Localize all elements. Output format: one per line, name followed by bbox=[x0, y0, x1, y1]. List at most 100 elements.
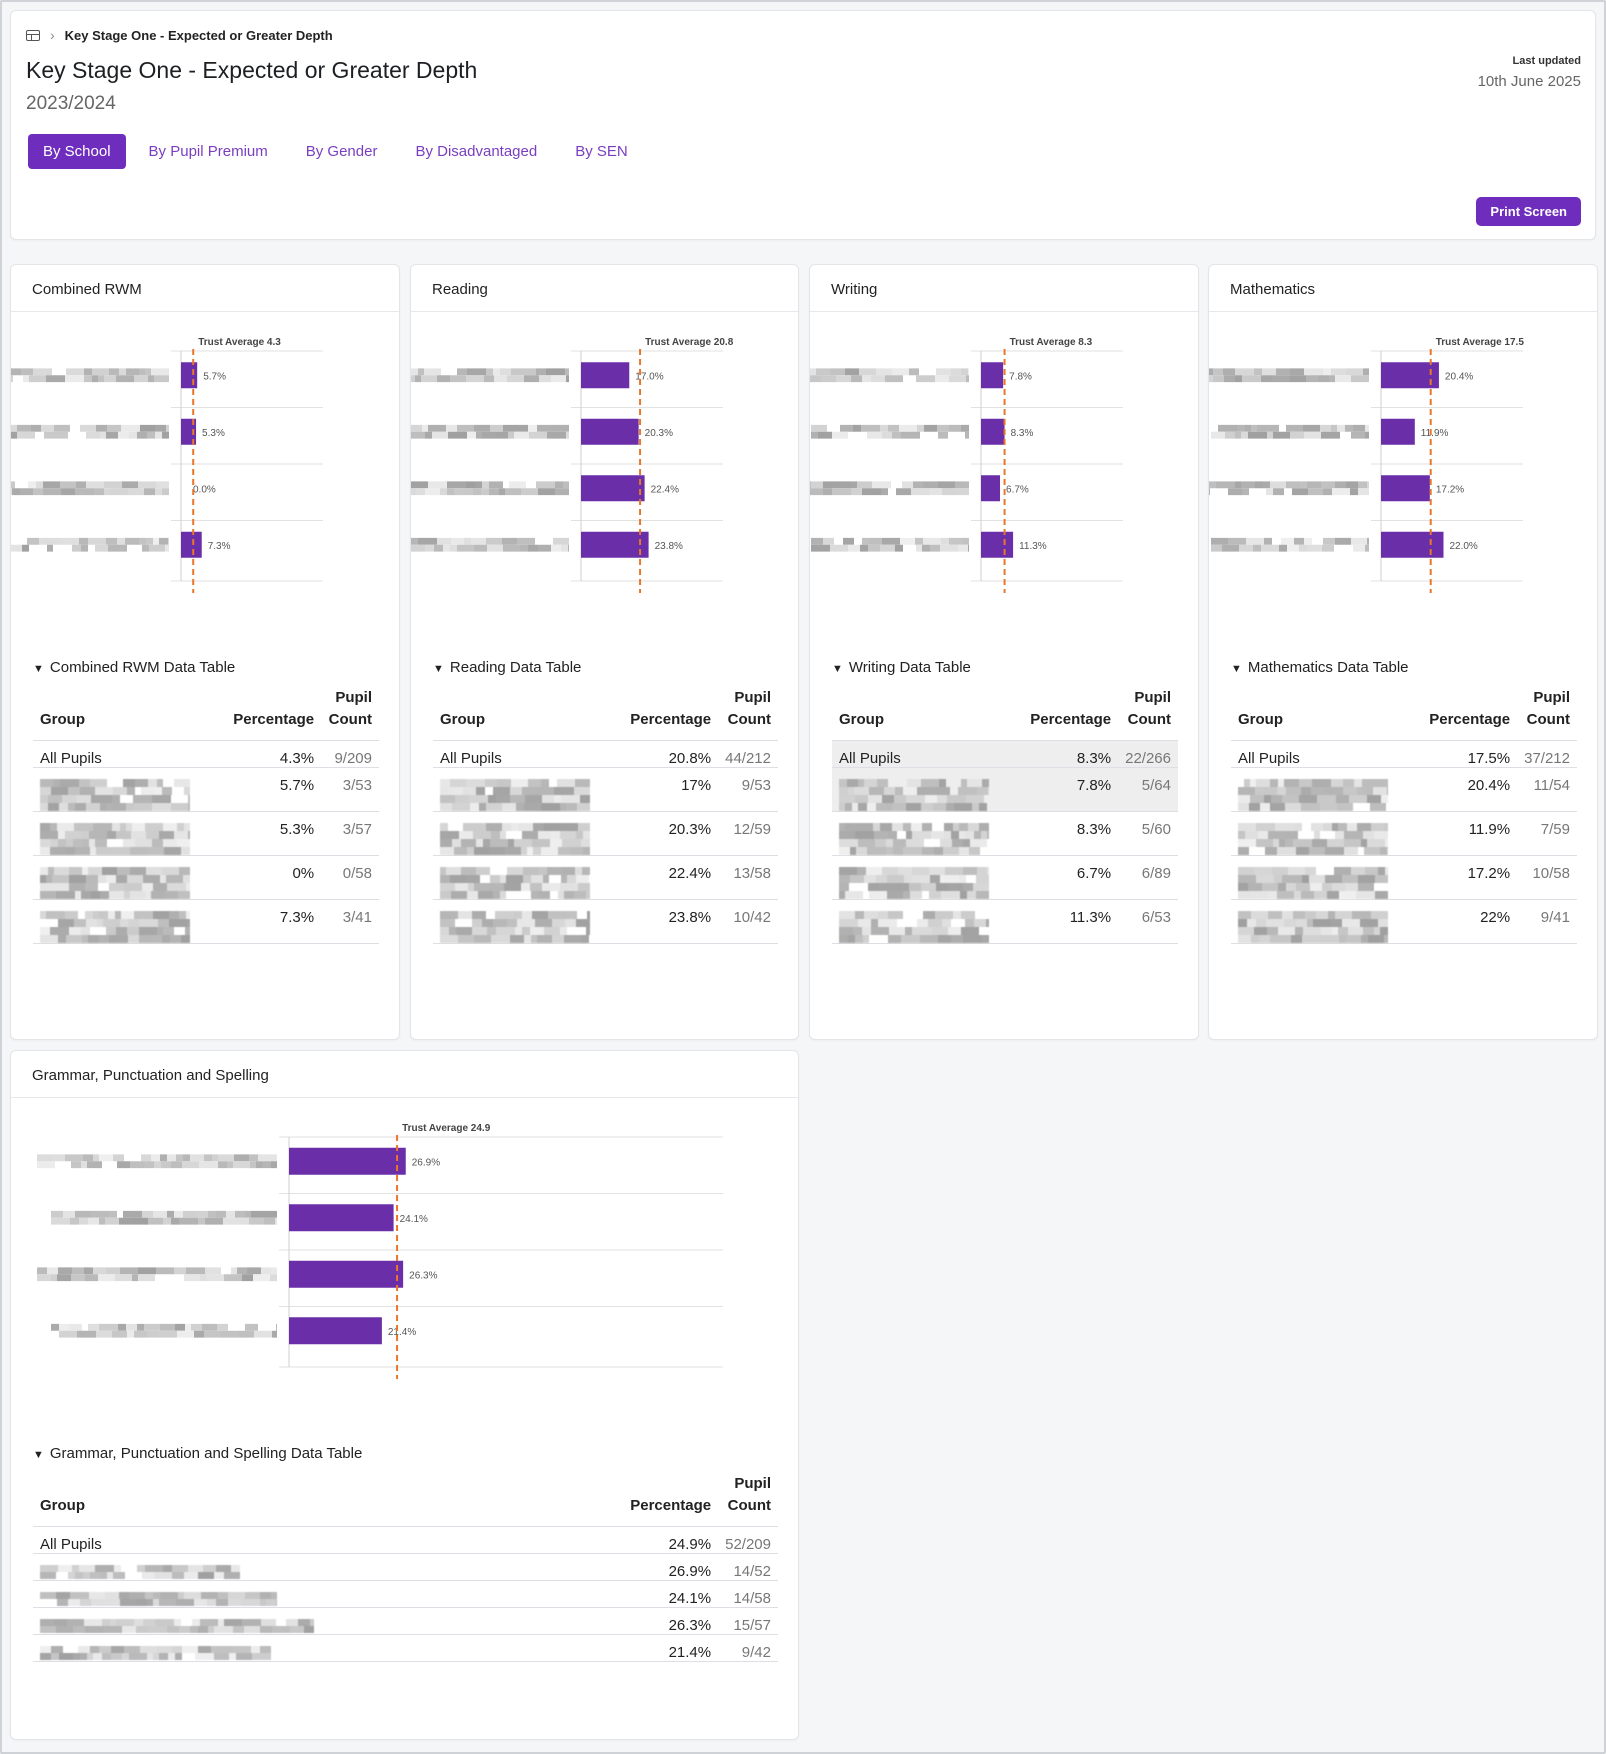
category-label-redacted bbox=[810, 481, 969, 496]
col-header-percentage: Percentage bbox=[623, 687, 719, 741]
data-table-toggle[interactable]: ▼ Mathematics Data Table bbox=[1231, 659, 1409, 676]
bar[interactable] bbox=[981, 531, 1014, 558]
col-header-group: Group bbox=[433, 687, 624, 741]
tab-by-gender[interactable]: By Gender bbox=[305, 143, 378, 160]
caret-down-icon: ▼ bbox=[832, 663, 843, 675]
table-row[interactable]: 11.9% 7/59 bbox=[1231, 811, 1577, 856]
table-row[interactable]: All Pupils 24.9% 52/209 bbox=[33, 1526, 778, 1554]
bar[interactable] bbox=[1381, 362, 1439, 389]
percentage-cell: 5.3% bbox=[226, 811, 322, 856]
col-header-percentage: Percentage bbox=[226, 687, 322, 741]
table-row[interactable]: 22.4% 13/58 bbox=[433, 855, 778, 900]
data-table-toggle[interactable]: ▼ Combined RWM Data Table bbox=[33, 659, 235, 676]
table-row[interactable]: 22% 9/41 bbox=[1231, 899, 1577, 944]
bar[interactable] bbox=[581, 475, 645, 502]
table-row[interactable]: 24.1% 14/58 bbox=[33, 1580, 778, 1608]
table-row[interactable]: 7.3% 3/41 bbox=[33, 899, 379, 944]
table-row[interactable]: All Pupils 4.3% 9/209 bbox=[33, 740, 379, 768]
group-name-redacted bbox=[40, 1646, 271, 1660]
group-cell: All Pupils bbox=[33, 1526, 533, 1554]
category-label-redacted bbox=[411, 537, 569, 552]
group-cell bbox=[832, 855, 1024, 900]
table-row[interactable]: 20.4% 11/54 bbox=[1231, 767, 1577, 812]
group-name-redacted bbox=[40, 1565, 240, 1579]
table-row[interactable]: 26.9% 14/52 bbox=[33, 1553, 778, 1581]
bar[interactable] bbox=[181, 418, 197, 445]
table-row[interactable]: 20.3% 12/59 bbox=[433, 811, 778, 856]
bar[interactable] bbox=[581, 362, 630, 389]
category-label-redacted bbox=[411, 424, 569, 439]
tab-by-school[interactable]: By School bbox=[28, 134, 126, 169]
table-row[interactable]: 5.7% 3/53 bbox=[33, 767, 379, 812]
group-name: All Pupils bbox=[1238, 750, 1300, 767]
group-cell bbox=[433, 811, 624, 856]
data-table-toggle[interactable]: ▼ Writing Data Table bbox=[832, 659, 971, 676]
bar[interactable] bbox=[981, 475, 1001, 502]
bar-value-label: 24.1% bbox=[400, 1214, 428, 1225]
table-row[interactable]: 21.4% 9/42 bbox=[33, 1634, 778, 1662]
group-name: All Pupils bbox=[40, 1536, 102, 1553]
bar[interactable] bbox=[289, 1204, 394, 1232]
bar-value-label: 11.3% bbox=[1019, 541, 1047, 552]
table-row[interactable]: 8.3% 5/60 bbox=[832, 811, 1178, 856]
table-row[interactable]: 23.8% 10/42 bbox=[433, 899, 778, 944]
category-label-redacted bbox=[51, 1210, 277, 1225]
pupil-count-cell: 6/89 bbox=[1118, 855, 1178, 900]
bar[interactable] bbox=[289, 1317, 382, 1345]
group-name-redacted bbox=[1238, 779, 1388, 811]
group-cell: All Pupils bbox=[1231, 740, 1423, 768]
bar[interactable] bbox=[981, 362, 1004, 389]
pupil-count-cell: 44/212 bbox=[718, 740, 778, 768]
bar[interactable] bbox=[1381, 531, 1444, 558]
bar[interactable] bbox=[581, 418, 639, 445]
group-cell bbox=[33, 767, 227, 812]
group-cell bbox=[1231, 811, 1423, 856]
group-cell bbox=[832, 811, 1024, 856]
group-cell bbox=[1231, 767, 1423, 812]
data-table-toggle[interactable]: ▼ Reading Data Table bbox=[433, 659, 581, 676]
bar[interactable] bbox=[1381, 418, 1415, 445]
data-table-toggle[interactable]: ▼ Grammar, Punctuation and Spelling Data … bbox=[33, 1445, 362, 1462]
table-row[interactable]: 17.2% 10/58 bbox=[1231, 855, 1577, 900]
breadcrumb-current: Key Stage One - Expected or Greater Dept… bbox=[64, 27, 333, 43]
bar[interactable] bbox=[181, 531, 202, 558]
table-row[interactable]: 6.7% 6/89 bbox=[832, 855, 1178, 900]
print-screen-button[interactable]: Print Screen bbox=[1476, 197, 1581, 226]
tab-by-disadvantaged[interactable]: By Disadvantaged bbox=[415, 143, 538, 160]
bar[interactable] bbox=[289, 1147, 406, 1175]
tab-by-sen[interactable]: By SEN bbox=[575, 143, 628, 160]
table-row[interactable]: 7.8% 5/64 bbox=[832, 767, 1178, 812]
table-row[interactable]: 11.3% 6/53 bbox=[832, 899, 1178, 944]
pupil-count-cell: 52/209 bbox=[718, 1526, 778, 1554]
data-table: Group Percentage Pupil Count All Pupils 20.8… bbox=[433, 687, 778, 944]
tab-by-pupil-premium[interactable]: By Pupil Premium bbox=[148, 143, 268, 160]
table-row[interactable]: 26.3% 15/57 bbox=[33, 1607, 778, 1635]
group-cell: All Pupils bbox=[832, 740, 1024, 768]
pupil-count-cell: 14/58 bbox=[718, 1580, 778, 1608]
data-table-toggle-label: Grammar, Punctuation and Spelling Data T… bbox=[49, 1445, 363, 1462]
bar[interactable] bbox=[581, 531, 649, 558]
bar[interactable] bbox=[181, 362, 198, 389]
group-name-redacted bbox=[40, 1619, 314, 1633]
bar[interactable] bbox=[981, 418, 1005, 445]
table-row[interactable]: 5.3% 3/57 bbox=[33, 811, 379, 856]
group-cell bbox=[433, 855, 624, 900]
percentage-cell: 20.3% bbox=[623, 811, 719, 856]
bar[interactable] bbox=[1381, 475, 1430, 502]
bar-value-label: 5.3% bbox=[202, 428, 225, 439]
bar[interactable] bbox=[289, 1260, 404, 1288]
pupil-count-cell: 14/52 bbox=[718, 1553, 778, 1581]
category-label-redacted bbox=[1211, 424, 1369, 439]
table-row[interactable]: 0% 0/58 bbox=[33, 855, 379, 900]
table-row[interactable]: All Pupils 20.8% 44/212 bbox=[433, 740, 778, 768]
pupil-count-cell: 9/53 bbox=[718, 767, 778, 812]
group-cell bbox=[33, 1553, 533, 1581]
group-name-redacted bbox=[440, 911, 590, 943]
table-icon[interactable] bbox=[26, 29, 40, 41]
group-name-redacted bbox=[839, 867, 989, 899]
category-label-redacted bbox=[811, 424, 969, 439]
table-row[interactable]: All Pupils 17.5% 37/212 bbox=[1231, 740, 1577, 768]
table-row[interactable]: All Pupils 8.3% 22/266 bbox=[832, 740, 1178, 768]
bar-value-label: 20.3% bbox=[645, 428, 673, 439]
table-row[interactable]: 17% 9/53 bbox=[433, 767, 778, 812]
